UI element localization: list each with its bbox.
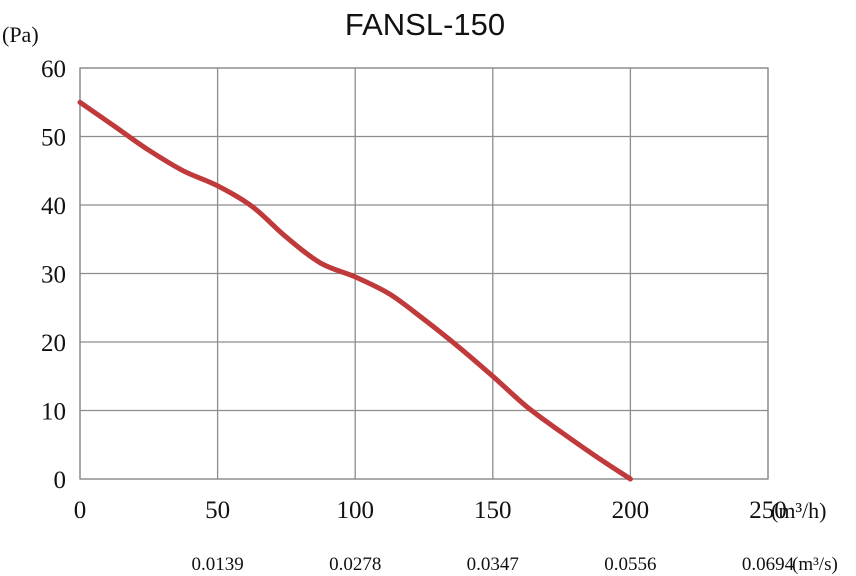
grid xyxy=(79,67,769,480)
secondary-x-tick-label: 0.0694 xyxy=(742,554,795,575)
secondary-x-axis-ticks: 0.0139 0.0278 0.0347 0.0556 0.0694 xyxy=(191,554,794,575)
series-layer xyxy=(77,99,633,482)
y-tick-label: 50 xyxy=(41,125,66,152)
x-axis-ticks: 0 50 100 150 200 250 xyxy=(74,497,787,524)
x-tick-label: 50 xyxy=(205,497,230,524)
secondary-x-axis-unit-label: (m³/s) xyxy=(792,554,838,575)
secondary-x-tick-label: 0.0278 xyxy=(329,554,381,575)
secondary-x-tick-label: 0.0139 xyxy=(191,554,243,575)
series-line-0 xyxy=(77,99,633,482)
y-tick-label: 0 xyxy=(54,467,67,494)
chart-title: FANSL-150 xyxy=(345,7,505,42)
y-axis-ticks: 0 10 20 30 40 50 60 xyxy=(41,56,66,494)
x-tick-label: 0 xyxy=(74,497,87,524)
x-tick-label: 250 xyxy=(749,497,787,524)
x-tick-label: 100 xyxy=(336,497,374,524)
y-tick-label: 60 xyxy=(41,56,66,83)
y-tick-label: 20 xyxy=(41,330,66,357)
y-tick-label: 40 xyxy=(41,193,66,220)
secondary-x-tick-label: 0.0556 xyxy=(604,554,656,575)
x-tick-label: 200 xyxy=(612,497,650,524)
y-tick-label: 10 xyxy=(41,399,66,426)
x-axis-unit-label: (m³/h) xyxy=(771,498,826,523)
y-axis-unit-label: (Pa) xyxy=(2,22,39,47)
x-tick-label: 150 xyxy=(474,497,512,524)
plot-frame xyxy=(79,67,769,480)
y-tick-label: 30 xyxy=(41,262,66,289)
secondary-x-tick-label: 0.0347 xyxy=(467,554,519,575)
